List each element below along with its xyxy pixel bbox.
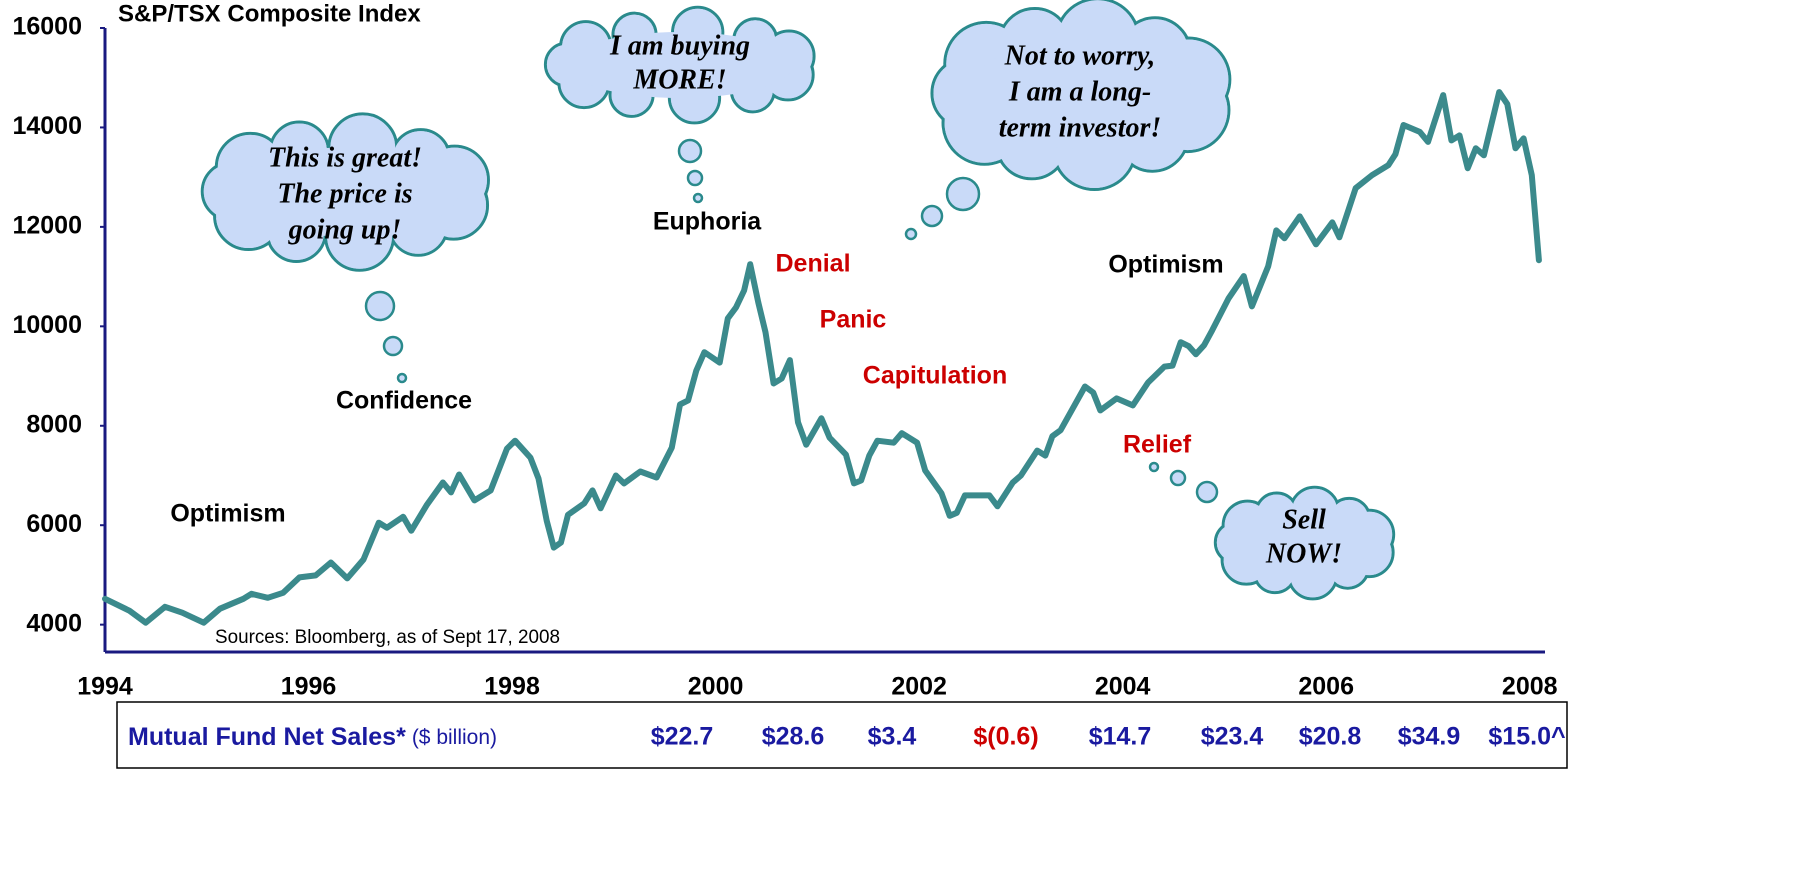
phase-label: Euphoria: [653, 208, 762, 236]
y-tick-label: 12000: [12, 211, 82, 239]
y-tick-label: 10000: [12, 311, 82, 339]
phase-label: Relief: [1123, 431, 1192, 459]
page: {"chart_data": {"type": "line", "title":…: [0, 0, 1803, 873]
phase-label: Panic: [820, 306, 887, 334]
bubble-text: The price is: [277, 178, 412, 209]
x-tick-label: 2008: [1502, 673, 1558, 701]
bubble-text: I am a long-: [1008, 76, 1151, 107]
bubble-text: NOW!: [1265, 538, 1342, 569]
x-tick-label: 2000: [688, 673, 744, 701]
y-tick-label: 6000: [26, 510, 82, 538]
y-tick-label: 14000: [12, 112, 82, 140]
sales-value: $3.4: [868, 723, 917, 751]
y-tick-label: 8000: [26, 410, 82, 438]
x-tick-label: 2006: [1298, 673, 1354, 701]
cloud-dot: [1171, 471, 1185, 485]
cloud-dot: [922, 206, 942, 226]
bubble-text: I am buying: [609, 30, 750, 61]
sales-label: Mutual Fund Net Sales* ($ billion): [128, 723, 497, 751]
phase-label: Optimism: [1108, 251, 1223, 279]
sales-value: $14.7: [1089, 723, 1152, 751]
thought-bubbles: This is great! The price is going up! I am …: [202, 0, 1393, 599]
sales-value: $34.9: [1398, 723, 1461, 751]
phase-label: Optimism: [170, 500, 285, 528]
bubble-text: This is great!: [268, 142, 422, 173]
cloud-dot: [1150, 463, 1158, 471]
x-tick-label: 1996: [281, 673, 337, 701]
phase-label: Confidence: [336, 387, 472, 415]
sales-value: $15.0^: [1488, 723, 1566, 751]
phase-label: Denial: [775, 250, 850, 278]
x-tick-label: 2002: [891, 673, 947, 701]
source-note: Sources: Bloomberg, as of Sept 17, 2008: [215, 627, 560, 648]
sales-value: $22.7: [651, 723, 714, 751]
x-tick-label: 1994: [77, 673, 133, 701]
cloud-dot: [366, 292, 394, 320]
sales-value: $28.6: [762, 723, 825, 751]
cloud-dot: [947, 178, 979, 210]
phase-label: Capitulation: [863, 362, 1007, 390]
cloud-dot: [694, 194, 702, 202]
x-tick-label: 2004: [1095, 673, 1151, 701]
bubble-text: term investor!: [999, 112, 1162, 143]
chart-title: S&P/TSX Composite Index: [118, 0, 421, 27]
bubble-text: MORE!: [632, 64, 726, 95]
cloud-dot: [1197, 482, 1217, 502]
sales-label-main: Mutual Fund Net Sales*: [128, 723, 406, 751]
chart: S&P/TSX Composite Index Sources: Bloombe…: [0, 0, 1803, 873]
bubble-text: Sell: [1282, 504, 1326, 535]
x-tick-label: 1998: [484, 673, 540, 701]
y-tick-label: 4000: [26, 609, 82, 637]
cloud-dot: [679, 140, 701, 162]
sales-value: $(0.6): [973, 723, 1038, 751]
y-tick-label: 16000: [12, 13, 82, 41]
cloud-dot: [398, 374, 406, 382]
bubble-text: Not to worry,: [1004, 40, 1156, 71]
cloud-dot: [688, 171, 702, 185]
sales-unit: ($ billion): [412, 726, 497, 749]
cloud-dot: [906, 229, 916, 239]
cloud-dot: [384, 337, 402, 355]
bubble-text: going up!: [288, 214, 402, 245]
sales-value: $23.4: [1201, 723, 1264, 751]
sales-value: $20.8: [1299, 723, 1362, 751]
